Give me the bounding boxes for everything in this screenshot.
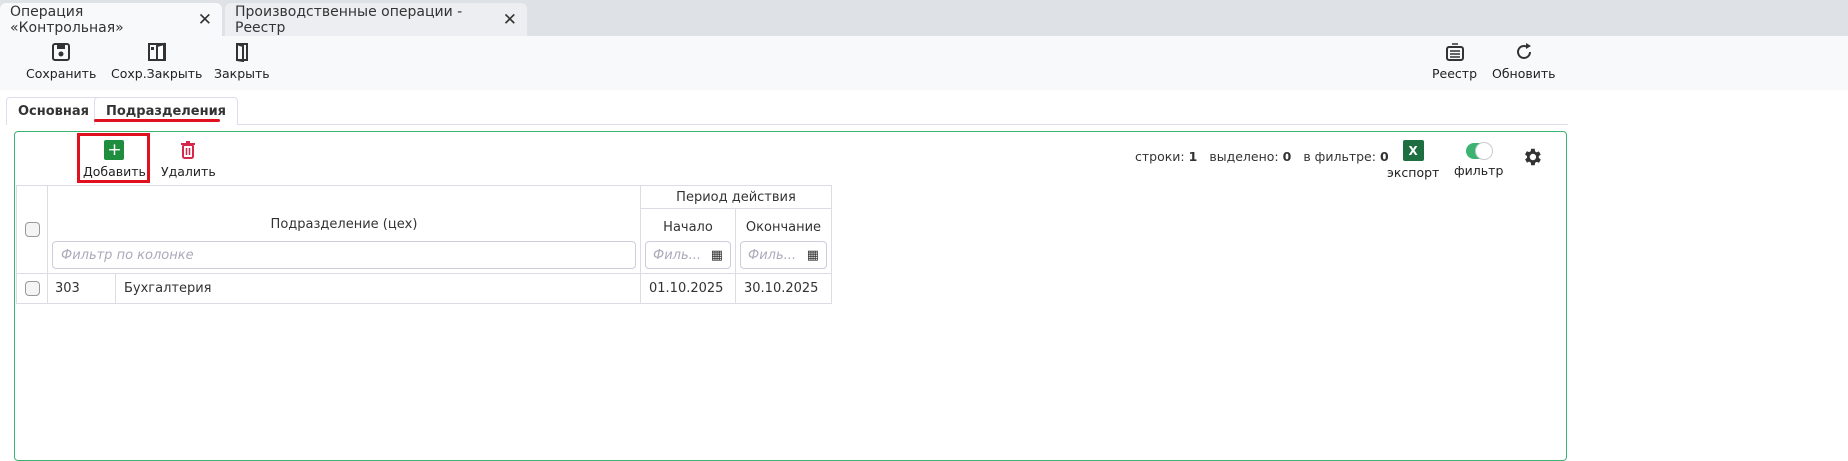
row-checkbox-cell: [16, 273, 48, 304]
delete-button[interactable]: Удалить: [161, 140, 216, 179]
excel-icon: X: [1402, 140, 1424, 161]
tabs-divider: [6, 124, 1568, 125]
grid-stats: строки: 1 выделено: 0 в фильтре: 0: [1135, 149, 1389, 164]
filtered-label: в фильтре:: [1303, 149, 1376, 164]
refresh-icon: [1516, 43, 1531, 59]
filter-toggle[interactable]: фильтр: [1454, 141, 1503, 178]
export-button[interactable]: X экспорт: [1387, 140, 1439, 180]
highlight-underline: [94, 119, 220, 122]
tab-label: Операция «Контрольная»: [10, 3, 124, 36]
unit-filter-input[interactable]: Фильтр по колонке: [52, 241, 636, 269]
plus-icon: +: [104, 140, 125, 160]
calendar-icon[interactable]: ▦: [806, 247, 819, 263]
filter-placeholder: Филь...: [653, 247, 702, 263]
save-close-label: Сохр.Закрыть: [111, 66, 203, 81]
save-close-icon: [147, 42, 166, 61]
registry-icon: [1445, 43, 1464, 61]
refresh-label: Обновить: [1492, 66, 1556, 81]
add-button[interactable]: + Добавить: [83, 140, 146, 179]
cell-name: Бухгалтерия: [115, 273, 641, 304]
rows-count: 1: [1188, 149, 1198, 164]
toggle-switch[interactable]: [1465, 142, 1493, 160]
close-icon[interactable]: ✕: [197, 9, 212, 30]
row-checkbox[interactable]: [24, 281, 40, 296]
header-period: Период действия: [640, 185, 832, 209]
cell-start: 01.10.2025: [640, 273, 736, 304]
trash-icon: [181, 141, 196, 159]
filter-label: фильтр: [1454, 163, 1504, 178]
header-start-label: Начало: [663, 220, 713, 235]
header-end-label: Окончание: [745, 220, 822, 235]
gear-icon[interactable]: [1521, 146, 1543, 168]
door-icon: [235, 43, 248, 62]
save-close-button[interactable]: Сохр.Закрыть: [111, 42, 202, 81]
cell-code: 303: [47, 273, 116, 304]
registry-button[interactable]: Реестр: [1432, 42, 1477, 81]
filtered-count: 0: [1379, 149, 1389, 164]
calendar-icon[interactable]: ▦: [710, 247, 723, 263]
close-icon[interactable]: ✕: [502, 9, 517, 30]
tab-label: Производственные операции - Реестр: [235, 3, 463, 36]
refresh-button[interactable]: Обновить: [1492, 42, 1556, 81]
save-label: Сохранить: [26, 66, 97, 81]
add-label: Добавить: [83, 164, 146, 179]
close-button[interactable]: Закрыть: [214, 42, 270, 81]
export-label: экспорт: [1387, 165, 1440, 180]
selected-label: выделено:: [1209, 149, 1279, 164]
header-period-label: Период действия: [676, 189, 796, 205]
delete-label: Удалить: [161, 164, 216, 179]
registry-label: Реестр: [1432, 66, 1478, 81]
tab-main[interactable]: Основная: [6, 97, 101, 125]
rows-label: строки:: [1135, 149, 1185, 164]
close-label: Закрыть: [214, 66, 270, 81]
select-all-checkbox[interactable]: [24, 222, 40, 237]
selected-count: 0: [1282, 149, 1292, 164]
end-filter-input[interactable]: Филь... ▦: [740, 241, 827, 269]
save-button[interactable]: Сохранить: [26, 42, 96, 81]
highlight-box: [77, 133, 150, 183]
window-tab-registry[interactable]: Производственные операции - Реестр ✕: [225, 3, 527, 36]
header-unit-label: Подразделение (цех): [270, 217, 418, 232]
select-all-cell: [16, 185, 48, 274]
filter-placeholder: Филь...: [748, 247, 797, 263]
cell-end: 30.10.2025: [735, 273, 832, 304]
start-filter-input[interactable]: Филь... ▦: [645, 241, 731, 269]
save-icon: [52, 43, 71, 61]
filter-placeholder: Фильтр по колонке: [61, 247, 194, 263]
toolbar: [0, 36, 1848, 90]
window-tab-operation[interactable]: Операция «Контрольная» ✕: [0, 3, 222, 36]
